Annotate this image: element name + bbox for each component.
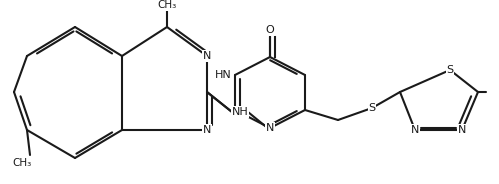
Text: N: N	[458, 125, 466, 135]
Text: S: S	[447, 65, 454, 75]
Text: O: O	[265, 25, 274, 35]
Text: CH₃: CH₃	[157, 0, 177, 10]
Text: N: N	[203, 125, 211, 135]
Text: NH: NH	[232, 107, 249, 117]
Text: N: N	[266, 123, 274, 133]
Text: N: N	[411, 125, 419, 135]
Text: HN: HN	[215, 70, 232, 80]
Text: CH₃: CH₃	[12, 158, 31, 168]
Text: N: N	[203, 51, 211, 61]
Text: S: S	[368, 103, 376, 113]
